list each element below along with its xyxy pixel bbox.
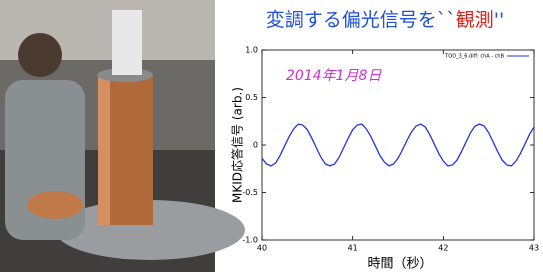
y-axis-label: MKID応答信号 (arb.): [230, 87, 245, 203]
data-line: [262, 124, 534, 166]
photo-arm: [112, 10, 142, 75]
title-part: 観測: [456, 9, 494, 31]
chart-title: 変調する偏光信号を``観測'': [266, 9, 504, 31]
y-tick-label: -0.5: [242, 188, 258, 197]
y-tick-label: 0: [253, 141, 258, 150]
x-tick-label: 41: [348, 244, 358, 253]
photo: [0, 0, 245, 272]
photo-highlight: [98, 75, 110, 225]
slide: 変調する偏光信号を``観測'' 2014年1月8日 時間（秒） MKID応答信号…: [0, 0, 543, 272]
x-tick-label: 40: [257, 244, 267, 253]
title-part: 変調する偏光信号を``: [266, 9, 456, 31]
x-tick-label: 42: [438, 244, 448, 253]
y-tick-label: -1.0: [242, 236, 258, 245]
y-tick-label: 0.5: [245, 93, 258, 102]
x-axis-label: 時間（秒）: [367, 257, 432, 272]
photo-head: [18, 33, 62, 77]
title-part: '': [494, 9, 504, 31]
y-tick-label: 1.0: [245, 46, 258, 55]
photo-copper-plate: [27, 191, 83, 219]
legend-label: TOD_3_6.diff: chA - chB: [444, 54, 504, 60]
x-tick-label: 43: [529, 244, 539, 253]
annotation: 2014年1月8日: [286, 68, 382, 84]
